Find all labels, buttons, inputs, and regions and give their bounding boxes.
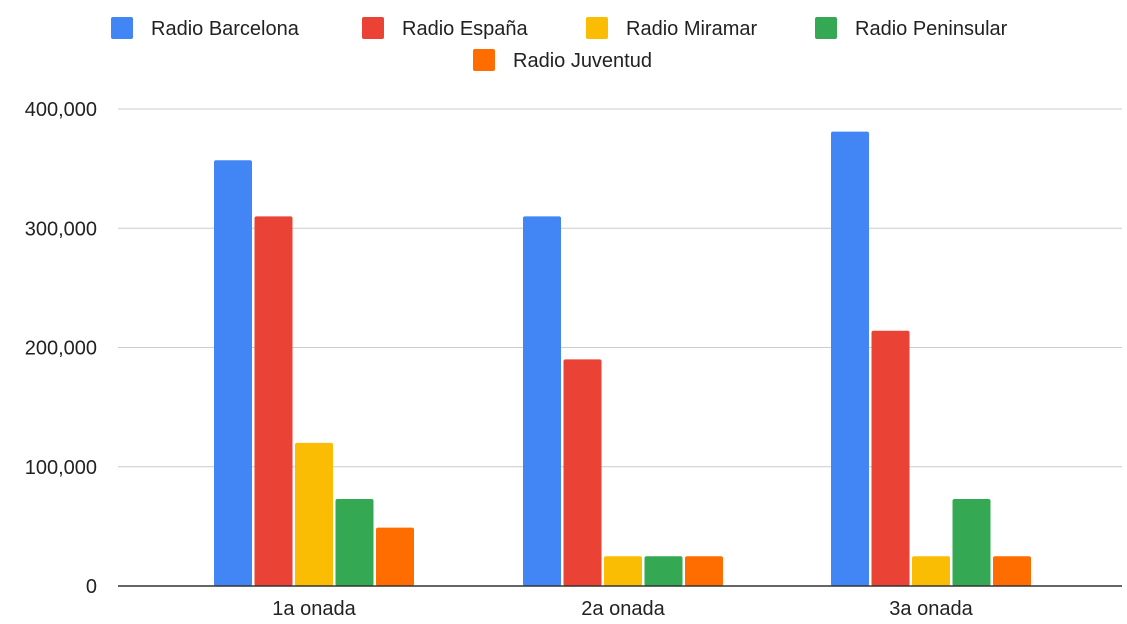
legend-item[interactable]: Radio Barcelona	[111, 17, 300, 40]
legend-label: Radio Juventud	[513, 50, 652, 72]
bars	[214, 131, 1031, 586]
legend-label: Radio Peninsular	[855, 18, 1008, 40]
y-axis: 0 100,000 200,000 300,000 400,000	[25, 99, 97, 598]
x-tick-label: 1a onada	[272, 598, 356, 619]
bar	[254, 216, 293, 586]
legend-item[interactable]: Radio España	[362, 17, 529, 40]
bar	[912, 556, 950, 586]
bar	[563, 359, 602, 586]
x-tick-label: 3a onada	[889, 598, 973, 619]
y-tick-label: 400,000	[25, 99, 97, 121]
y-tick-label: 300,000	[25, 218, 97, 240]
x-tick-label: 2a onada	[581, 598, 665, 619]
bar	[993, 556, 1031, 586]
bar	[523, 216, 561, 586]
legend-swatch	[362, 17, 384, 39]
legend-item[interactable]: Radio Miramar	[586, 17, 757, 40]
legend-item[interactable]: Radio Juventud	[473, 49, 652, 72]
legend-item[interactable]: Radio Peninsular	[815, 17, 1008, 40]
bar	[214, 160, 252, 586]
y-tick-label: 200,000	[25, 338, 97, 360]
legend-swatch	[815, 17, 837, 39]
legend-label: Radio Miramar	[626, 18, 757, 40]
y-tick-label: 0	[86, 576, 97, 598]
bar	[871, 330, 910, 586]
legend-label: Radio España	[402, 18, 529, 40]
y-tick-label: 100,000	[25, 457, 97, 479]
bar	[831, 131, 869, 586]
bar	[952, 498, 991, 586]
legend-swatch	[111, 17, 133, 39]
legend-label: Radio Barcelona	[151, 18, 300, 40]
bar	[335, 498, 374, 586]
bar	[604, 556, 642, 586]
legend-swatch	[586, 17, 608, 39]
bar	[685, 556, 723, 586]
x-axis: 1a onada 2a onada 3a onada	[118, 585, 1122, 620]
legend-swatch	[473, 49, 495, 71]
bar	[295, 442, 333, 586]
legend: Radio Barcelona Radio España Radio Miramar…	[111, 17, 1008, 72]
bar	[644, 556, 683, 586]
bar	[376, 527, 414, 586]
